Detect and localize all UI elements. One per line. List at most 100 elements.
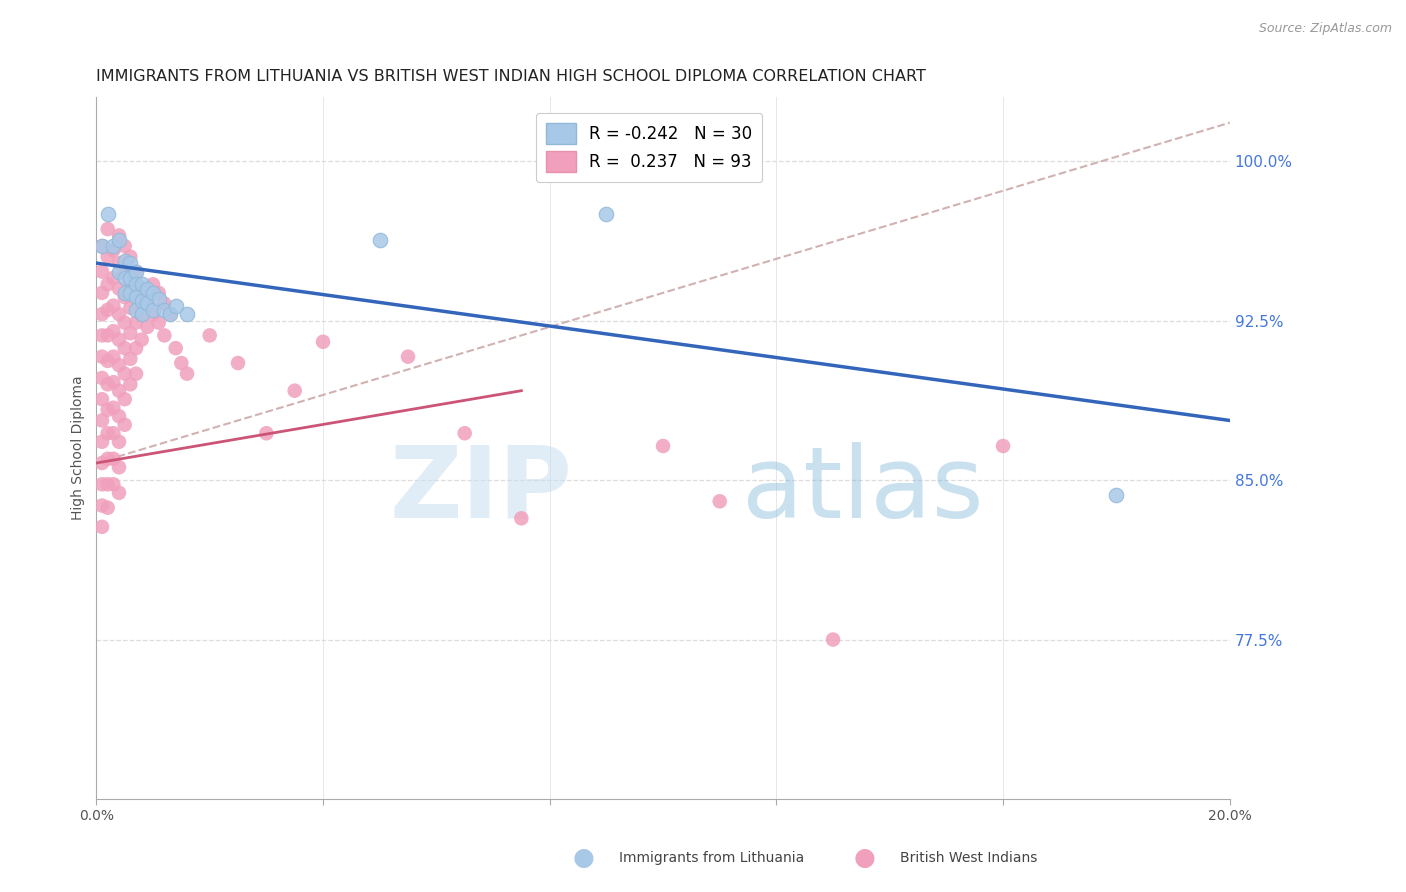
Point	[165, 299, 187, 313]
Point	[165, 341, 187, 355]
Point	[91, 307, 114, 321]
Point	[114, 271, 136, 285]
Point	[153, 302, 176, 317]
Point	[125, 264, 148, 278]
Point	[170, 356, 193, 370]
Point	[97, 426, 120, 441]
Point	[125, 277, 148, 292]
Point	[114, 290, 136, 304]
Point	[97, 207, 120, 221]
Point	[821, 632, 844, 647]
Point	[103, 375, 125, 389]
Point	[97, 377, 120, 392]
Point	[312, 334, 335, 349]
Point	[108, 460, 131, 475]
Point	[1105, 488, 1128, 502]
Point	[120, 326, 142, 341]
Point	[176, 367, 198, 381]
Point	[510, 511, 533, 525]
Point	[125, 341, 148, 355]
Point	[125, 290, 148, 304]
Point	[131, 277, 153, 292]
Point	[103, 426, 125, 441]
Point	[108, 307, 131, 321]
Point	[142, 277, 165, 292]
Point	[114, 254, 136, 268]
Point	[254, 426, 277, 441]
Point	[97, 302, 120, 317]
Point	[148, 316, 170, 330]
Point	[131, 294, 153, 309]
Point	[91, 239, 114, 253]
Point	[652, 439, 675, 453]
Text: British West Indians: British West Indians	[900, 851, 1038, 865]
Point	[97, 451, 120, 466]
Point	[131, 307, 153, 321]
Point	[91, 456, 114, 470]
Point	[108, 333, 131, 347]
Point	[131, 333, 153, 347]
Point	[120, 271, 142, 285]
Point	[91, 392, 114, 407]
Point	[97, 250, 120, 264]
Point	[120, 275, 142, 289]
Text: atlas: atlas	[742, 442, 984, 539]
Point	[108, 228, 131, 243]
Point	[114, 264, 136, 278]
Point	[159, 307, 181, 321]
Point	[91, 477, 114, 491]
Point	[125, 290, 148, 304]
Point	[148, 285, 170, 300]
Point	[108, 409, 131, 424]
Point	[91, 264, 114, 278]
Point	[91, 239, 114, 253]
Point	[114, 239, 136, 253]
Point	[91, 328, 114, 343]
Point	[142, 307, 165, 321]
Point	[159, 307, 181, 321]
Text: Source: ZipAtlas.com: Source: ZipAtlas.com	[1258, 22, 1392, 36]
Point	[176, 307, 198, 321]
Point	[153, 296, 176, 310]
Point	[91, 499, 114, 513]
Point	[103, 477, 125, 491]
Point	[368, 233, 391, 247]
Point	[136, 296, 159, 310]
Point	[103, 271, 125, 285]
Point	[103, 324, 125, 338]
Point	[120, 377, 142, 392]
Point	[120, 256, 142, 270]
Point	[103, 451, 125, 466]
Point	[114, 316, 136, 330]
Point	[125, 316, 148, 330]
Point	[114, 341, 136, 355]
Point	[142, 302, 165, 317]
Point	[108, 256, 131, 270]
Point	[226, 356, 249, 370]
Text: ●: ●	[853, 847, 876, 870]
Point	[153, 328, 176, 343]
Point	[125, 367, 148, 381]
Point	[454, 426, 477, 441]
Point	[91, 413, 114, 427]
Point	[120, 301, 142, 315]
Point	[991, 439, 1014, 453]
Point	[97, 477, 120, 491]
Text: Immigrants from Lithuania: Immigrants from Lithuania	[619, 851, 804, 865]
Point	[284, 384, 307, 398]
Point	[97, 354, 120, 368]
Point	[131, 282, 153, 296]
Point	[108, 384, 131, 398]
Point	[120, 351, 142, 366]
Point	[108, 233, 131, 247]
Point	[595, 207, 617, 221]
Point	[125, 264, 148, 278]
Point	[136, 319, 159, 334]
Point	[108, 264, 131, 278]
Point	[120, 285, 142, 300]
Text: ●: ●	[572, 847, 595, 870]
Point	[396, 350, 419, 364]
Point	[120, 250, 142, 264]
Point	[103, 239, 125, 253]
Point	[97, 402, 120, 417]
